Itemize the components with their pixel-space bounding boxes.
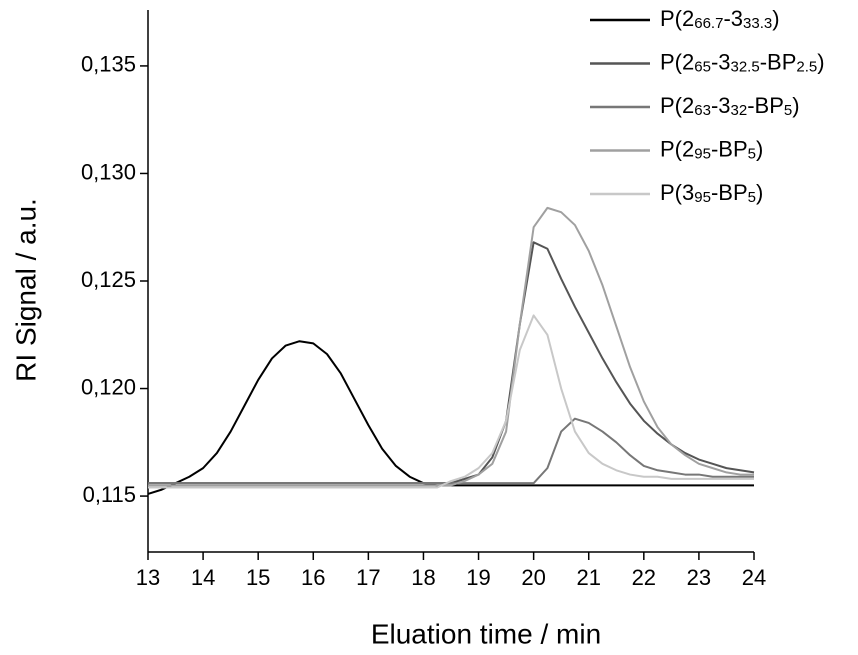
legend-subscript: 5 bbox=[784, 102, 792, 119]
y-tick-label: 0,130 bbox=[81, 159, 136, 184]
legend-text: -BP bbox=[760, 49, 797, 74]
legend-label: P(266.7-333.3) bbox=[660, 6, 780, 33]
legend-text: ) bbox=[772, 6, 779, 31]
legend-subscript: 95 bbox=[694, 189, 711, 206]
legend-subscript: 32.5 bbox=[731, 59, 760, 76]
x-tick-label: 22 bbox=[632, 565, 656, 590]
legend-subscript: 65 bbox=[694, 59, 711, 76]
legend-label: P(295-BP5) bbox=[660, 136, 763, 163]
legend-text: -BP bbox=[711, 136, 748, 161]
x-tick-label: 15 bbox=[246, 565, 270, 590]
legend-label: P(263-332-BP5) bbox=[660, 93, 800, 120]
y-tick-label: 0,135 bbox=[81, 52, 136, 77]
legend-text: P(3 bbox=[660, 180, 694, 205]
y-tick-label: 0,125 bbox=[81, 267, 136, 292]
series-line bbox=[148, 417, 754, 485]
legend-text: P(2 bbox=[660, 6, 694, 31]
legend-subscript: 33.3 bbox=[743, 15, 772, 32]
x-tick-label: 23 bbox=[687, 565, 711, 590]
legend-text: ) bbox=[792, 93, 799, 118]
legend-subscript: 32 bbox=[731, 102, 748, 119]
x-tick-label: 19 bbox=[466, 565, 490, 590]
legend-text: -3 bbox=[711, 93, 731, 118]
x-tick-label: 18 bbox=[411, 565, 435, 590]
legend-subscript: 5 bbox=[748, 146, 756, 163]
series-line bbox=[148, 314, 754, 489]
legend-text: -BP bbox=[747, 93, 784, 118]
legend-text: -3 bbox=[723, 6, 743, 31]
legend-text: ) bbox=[756, 136, 763, 161]
y-tick-label: 0,120 bbox=[81, 374, 136, 399]
series-line bbox=[148, 241, 755, 485]
x-tick-label: 14 bbox=[191, 565, 215, 590]
legend-subscript: 66.7 bbox=[694, 15, 723, 32]
x-axis-title: Eluation time / min bbox=[371, 618, 601, 649]
x-tick-label: 24 bbox=[742, 565, 766, 590]
legend-text: ) bbox=[817, 49, 824, 74]
x-tick-label: 17 bbox=[356, 565, 380, 590]
legend-label: P(395-BP5) bbox=[660, 180, 763, 207]
x-tick-label: 13 bbox=[136, 565, 160, 590]
x-tick-label: 16 bbox=[301, 565, 325, 590]
legend-text: P(2 bbox=[660, 49, 694, 74]
legend-text: P(2 bbox=[660, 93, 694, 118]
legend-text: ) bbox=[756, 180, 763, 205]
legend-subscript: 95 bbox=[694, 146, 711, 163]
legend-label: P(265-332.5-BP2.5) bbox=[660, 49, 825, 76]
legend-subscript: 5 bbox=[748, 189, 756, 206]
legend-text: P(2 bbox=[660, 136, 694, 161]
x-tick-label: 20 bbox=[521, 565, 545, 590]
legend-subscript: 63 bbox=[694, 102, 711, 119]
legend-subscript: 2.5 bbox=[796, 59, 817, 76]
legend-text: -3 bbox=[711, 49, 731, 74]
y-axis-title: RI Signal / a.u. bbox=[10, 198, 41, 382]
series-line bbox=[148, 206, 754, 487]
y-tick-label: 0,115 bbox=[83, 482, 136, 507]
x-tick-label: 21 bbox=[576, 565, 600, 590]
legend-text: -BP bbox=[711, 180, 748, 205]
